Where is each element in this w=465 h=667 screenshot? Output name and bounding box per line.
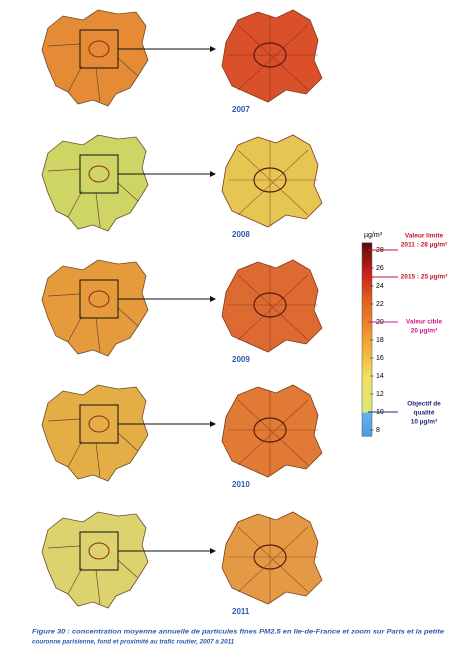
roads [228,390,318,475]
maps: 2007 2008 2009 2010 2011 [41,9,323,616]
map-panel: 2009 [41,259,323,364]
map-panel: 2008 [41,134,323,239]
threshold-label: Valeur limite [405,233,444,240]
roads [228,15,318,100]
region-shape [41,511,149,609]
year-label: 2010 [232,480,250,489]
map-panel: 2010 [41,384,323,489]
tick-label: 12 [376,391,384,398]
zoom-map [221,511,323,605]
department-borders [47,418,139,478]
arrow-head [210,296,216,302]
zoom-shape [221,134,323,228]
region-shape [41,384,149,482]
threshold-label: 20 µg/m³ [411,328,438,335]
department-borders [47,168,139,228]
map-panel: 2011 [41,511,323,616]
region-shape [41,259,149,357]
zoom-shape [221,9,323,103]
paris-ring [253,292,287,318]
threshold-label: Valeur cible [406,319,443,326]
caption-line: Figure 30 : concentration moyenne annuel… [32,629,445,636]
region-map [41,9,149,107]
caption: Figure 30 : concentration moyenne annuel… [32,629,445,646]
zoom-map [221,134,323,228]
region-map [41,259,149,357]
tick-label: 22 [376,301,384,308]
zoom-map [221,384,323,478]
region-map [41,134,149,232]
caption-line: couronne parisienne, fond et proximité a… [32,639,235,646]
tick-label: 8 [376,427,380,434]
region-shape [41,9,149,107]
region-shape [41,134,149,232]
threshold-label: qualité [414,410,435,417]
year-label: 2009 [232,355,250,364]
roads [228,517,318,602]
zoom-map [221,9,323,103]
zoom-shape [221,511,323,605]
arrow-head [210,46,216,52]
tick-label: 16 [376,355,384,362]
paris-zone [88,165,110,183]
paris-zone [88,542,110,560]
zoom-shape [221,259,323,353]
region-map [41,511,149,609]
paris-ring [253,544,287,570]
paris-ring [253,42,287,68]
region-map [41,384,149,482]
year-label: 2007 [232,105,250,114]
zoom-shape [221,384,323,478]
threshold-label: 10 µg/m³ [411,419,438,426]
zoom-map [221,259,323,353]
tick-label: 18 [376,337,384,344]
paris-ring [253,167,287,193]
tick-label: 14 [376,373,384,380]
paris-zone [88,290,110,308]
roads [228,140,318,225]
arrow-head [210,171,216,177]
paris-zone [88,415,110,433]
year-label: 2011 [232,607,250,616]
roads [228,265,318,350]
paris-zone [88,40,110,58]
year-label: 2008 [232,230,250,239]
threshold-label: 2015 : 25 µg/m³ [401,274,449,281]
threshold-label: Objectif de [407,401,441,408]
paris-ring [253,417,287,443]
arrow-head [210,548,216,554]
arrow-head [210,421,216,427]
color-bar [361,242,373,437]
department-borders [47,43,139,103]
department-borders [47,545,139,605]
legend-unit: µg/m³ [364,232,383,239]
tick-label: 24 [376,283,384,290]
tick-label: 26 [376,265,384,272]
map-panel: 2007 [41,9,323,114]
threshold-label: 2011 : 28 µg/m³ [401,242,448,249]
department-borders [47,293,139,353]
